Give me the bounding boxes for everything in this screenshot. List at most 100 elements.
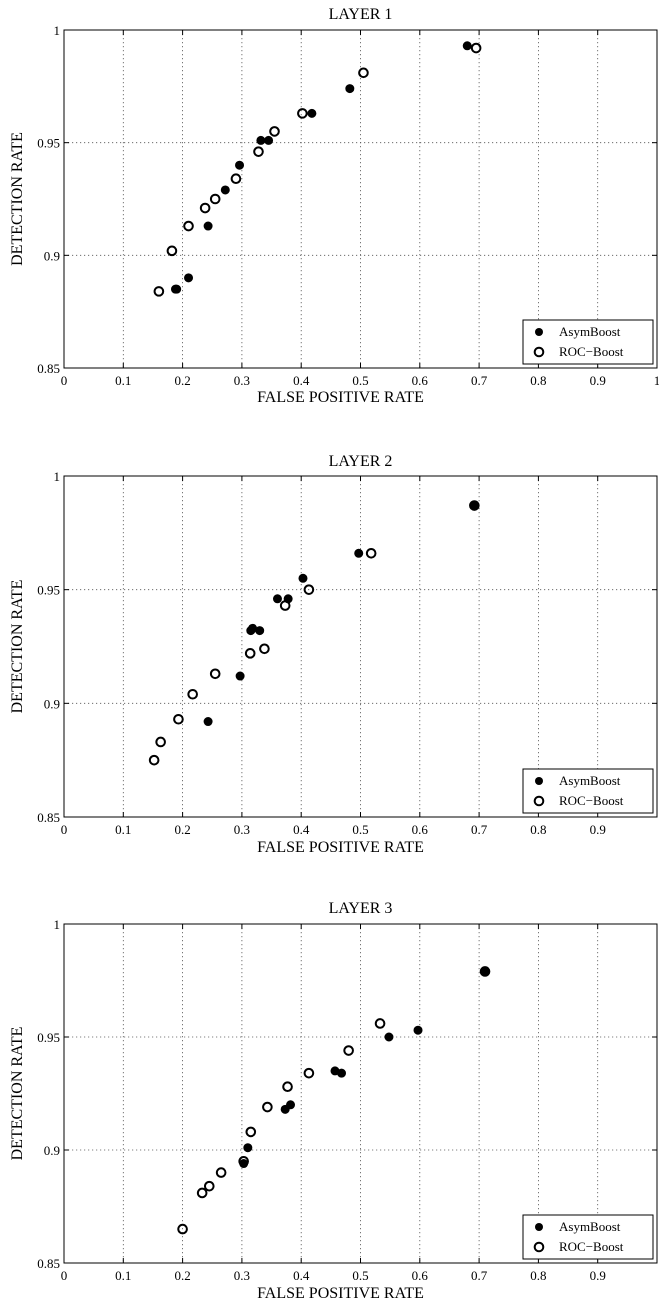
y-tick-label: 1 bbox=[54, 23, 61, 38]
legend-marker-asymboost bbox=[535, 777, 543, 785]
data-point-roc-boost bbox=[374, 1018, 386, 1029]
legend-label: ROC−Boost bbox=[559, 1239, 624, 1254]
data-point-asymboost bbox=[184, 273, 194, 283]
y-tick-label: 0.9 bbox=[44, 248, 60, 263]
data-point-roc-boost bbox=[282, 1081, 293, 1093]
data-point-roc-boost bbox=[155, 736, 166, 748]
data-point-roc-boost bbox=[269, 126, 280, 137]
y-axis-label: DETECTION RATE bbox=[9, 1027, 26, 1161]
chart-layer-2: 0 0.1 0.2 0.3 0.4 0.5 0.6 0.7 0.8 0.9 0.85 0.9 0.95 1… bbox=[9, 453, 658, 856]
y-tick-label: 1 bbox=[54, 469, 61, 484]
data-point-asymboost bbox=[345, 84, 355, 94]
x-tick-label: 0.1 bbox=[115, 822, 131, 837]
y-tick-label: 0.9 bbox=[44, 1143, 60, 1158]
data-point-asymboost bbox=[255, 626, 265, 636]
data-point-asymboost bbox=[462, 41, 472, 51]
data-point-asymboost bbox=[235, 671, 245, 681]
x-tick-label: 0.2 bbox=[174, 373, 190, 388]
y-tick-label: 0.95 bbox=[37, 136, 60, 151]
data-point-asymboost bbox=[384, 1032, 394, 1042]
data-point-roc-boost bbox=[230, 173, 242, 185]
data-point-asymboost bbox=[170, 284, 180, 294]
y-tick-label: 0.9 bbox=[44, 696, 60, 711]
data-point-roc-boost bbox=[365, 547, 377, 559]
y-tick-label: 0.85 bbox=[37, 810, 60, 825]
series-roc-boost bbox=[153, 42, 482, 297]
x-tick-label: 0.9 bbox=[590, 373, 606, 388]
x-tick-label: 0.1 bbox=[115, 373, 131, 388]
x-tick-label: 0 bbox=[61, 1268, 68, 1283]
data-point-asymboost bbox=[337, 1068, 347, 1078]
x-tick-label: 0.5 bbox=[352, 1268, 368, 1283]
y-axis-label: DETECTION RATE bbox=[9, 580, 26, 714]
x-tick-label: 0.6 bbox=[412, 373, 429, 388]
y-tick-label: 1 bbox=[54, 917, 61, 932]
legend-label: AsymBoost bbox=[559, 1219, 621, 1234]
y-tick-label: 0.95 bbox=[37, 1030, 60, 1045]
legend-label: AsymBoost bbox=[559, 324, 621, 339]
data-point-asymboost bbox=[220, 185, 230, 195]
series-asymboost bbox=[203, 501, 479, 727]
data-point-asymboost bbox=[286, 1100, 296, 1110]
data-point-roc-boost bbox=[469, 500, 480, 511]
chart-title: LAYER 1 bbox=[329, 6, 393, 23]
chart-layer-3: 0 0.1 0.2 0.3 0.4 0.5 0.6 0.7 0.8 0.9 0.85 0.9 0.95 1… bbox=[9, 900, 658, 1302]
series-asymboost bbox=[170, 41, 472, 294]
data-point-roc-boost bbox=[183, 220, 194, 232]
chart-title: LAYER 2 bbox=[329, 453, 393, 470]
data-point-roc-boost bbox=[187, 688, 198, 700]
data-point-roc-boost bbox=[238, 1156, 249, 1167]
legend-marker-asymboost bbox=[535, 328, 543, 336]
y-tick-label: 0.85 bbox=[37, 361, 60, 376]
gridlines bbox=[64, 924, 657, 1263]
x-tick-label: 0.5 bbox=[352, 822, 368, 837]
legend-marker-asymboost bbox=[535, 1223, 543, 1231]
x-axis-label: FALSE POSITIVE RATE bbox=[257, 839, 424, 856]
legend-label: AsymBoost bbox=[559, 773, 621, 788]
legend: AsymBoost ROC−Boost bbox=[522, 319, 654, 365]
x-axis-label: FALSE POSITIVE RATE bbox=[257, 1285, 424, 1302]
data-point-roc-boost bbox=[209, 668, 221, 680]
legend-marker-roc-boost bbox=[533, 795, 545, 807]
x-tick-label: 0.6 bbox=[412, 822, 429, 837]
data-point-roc-boost bbox=[209, 193, 221, 205]
data-point-roc-boost bbox=[303, 584, 315, 595]
data-point-roc-boost bbox=[166, 245, 178, 257]
data-point-roc-boost bbox=[173, 713, 184, 725]
data-point-roc-boost bbox=[196, 1187, 208, 1199]
legend-marker-roc-boost bbox=[533, 346, 545, 358]
data-point-asymboost bbox=[203, 717, 213, 727]
data-point-roc-boost bbox=[177, 1223, 188, 1235]
data-point-roc-boost bbox=[199, 202, 211, 214]
data-point-asymboost bbox=[307, 108, 317, 118]
data-point-roc-boost bbox=[259, 643, 270, 655]
legend-box bbox=[522, 768, 654, 814]
x-tick-label: 0 bbox=[61, 373, 68, 388]
legend-label: ROC−Boost bbox=[559, 344, 624, 359]
gridlines bbox=[64, 30, 657, 368]
x-tick-label: 0.7 bbox=[471, 822, 488, 837]
x-tick-label: 0.3 bbox=[234, 1268, 250, 1283]
ticks: 0 0.1 0.2 0.3 0.4 0.5 0.6 0.7 0.8 0.9 0.85 0.9 0.95 1 bbox=[37, 917, 657, 1283]
data-point-roc-boost bbox=[470, 42, 482, 54]
data-point-asymboost bbox=[354, 548, 364, 558]
x-tick-label: 0.3 bbox=[234, 822, 250, 837]
y-axis-label: DETECTION RATE bbox=[9, 132, 26, 266]
data-point-asymboost bbox=[272, 594, 282, 604]
x-tick-label: 0.7 bbox=[471, 373, 488, 388]
data-point-roc-boost bbox=[253, 146, 264, 157]
data-point-roc-boost bbox=[303, 1067, 315, 1079]
data-point-roc-boost bbox=[153, 286, 165, 297]
data-point-roc-boost bbox=[279, 600, 291, 611]
x-tick-label: 0.3 bbox=[234, 373, 250, 388]
x-tick-label: 0 bbox=[61, 822, 68, 837]
x-tick-label: 0.4 bbox=[293, 822, 310, 837]
ticks: 0 0.1 0.2 0.3 0.4 0.5 0.6 0.7 0.8 0.9 1 0.85 0.9 0.95… bbox=[37, 23, 659, 388]
data-point-roc-boost bbox=[358, 67, 369, 79]
x-tick-label: 0.8 bbox=[530, 822, 546, 837]
x-tick-label: 0.4 bbox=[293, 373, 310, 388]
legend-label: ROC−Boost bbox=[559, 793, 624, 808]
data-point-asymboost bbox=[264, 135, 274, 145]
x-tick-label: 0.8 bbox=[530, 373, 546, 388]
